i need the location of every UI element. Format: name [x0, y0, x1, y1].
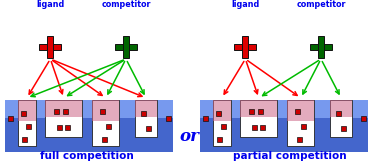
Bar — [203, 116, 208, 121]
Bar — [249, 109, 254, 114]
Text: or: or — [179, 128, 199, 145]
Bar — [222, 124, 226, 128]
Bar — [45, 100, 82, 137]
Bar — [92, 100, 119, 121]
Bar — [200, 100, 368, 118]
Bar — [287, 100, 314, 121]
Text: ligand: ligand — [36, 0, 65, 9]
Bar — [22, 136, 27, 141]
Polygon shape — [115, 44, 137, 50]
Bar — [5, 100, 173, 152]
Polygon shape — [234, 44, 256, 50]
Polygon shape — [123, 36, 129, 58]
Bar — [212, 100, 231, 121]
Polygon shape — [47, 36, 53, 58]
Bar — [216, 111, 222, 116]
Polygon shape — [318, 36, 324, 58]
Bar — [258, 109, 263, 114]
Bar — [135, 100, 157, 117]
Bar — [260, 125, 265, 130]
Bar — [135, 100, 157, 137]
Bar — [92, 100, 119, 146]
Bar — [301, 124, 306, 128]
Text: competitor: competitor — [296, 0, 346, 9]
Text: full competition: full competition — [40, 151, 134, 161]
Polygon shape — [310, 44, 332, 50]
Bar — [45, 100, 82, 117]
Bar — [166, 116, 170, 121]
Polygon shape — [242, 36, 248, 58]
Bar — [5, 100, 173, 118]
Bar — [361, 116, 366, 121]
Text: competitor: competitor — [101, 0, 151, 9]
Bar — [341, 126, 345, 131]
Bar — [240, 100, 277, 137]
Polygon shape — [39, 44, 61, 50]
Text: partial competition: partial competition — [233, 151, 347, 161]
Bar — [330, 100, 352, 137]
Bar — [106, 124, 111, 128]
Bar — [295, 109, 300, 114]
Bar — [141, 111, 146, 116]
Bar — [330, 100, 352, 117]
Bar — [146, 126, 150, 131]
Bar — [18, 100, 36, 121]
Bar — [287, 100, 314, 146]
Bar — [217, 136, 222, 141]
Bar — [8, 116, 12, 121]
Bar — [252, 125, 257, 130]
Bar — [212, 100, 231, 146]
Bar — [18, 100, 36, 146]
Bar — [57, 125, 62, 130]
Text: ligand: ligand — [231, 0, 259, 9]
Bar — [26, 124, 31, 128]
Bar — [65, 125, 70, 130]
Bar — [102, 136, 107, 141]
Bar — [297, 136, 302, 141]
Bar — [21, 111, 26, 116]
Bar — [54, 109, 59, 114]
Bar — [336, 111, 341, 116]
Bar — [100, 109, 105, 114]
Bar — [63, 109, 68, 114]
Bar — [200, 100, 368, 152]
Bar — [240, 100, 277, 117]
